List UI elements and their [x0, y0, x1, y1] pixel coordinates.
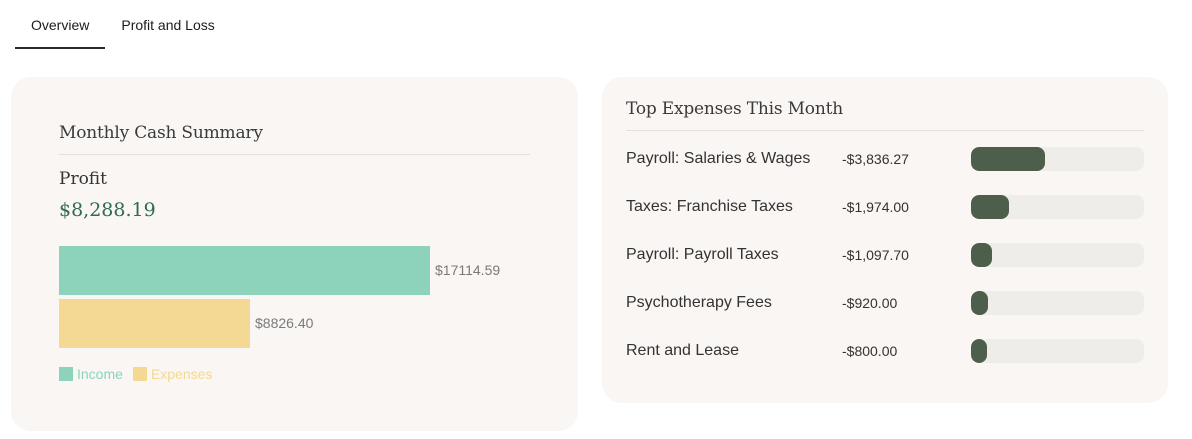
expense-amount: -$800.00 [842, 343, 898, 359]
legend-income: Income [59, 366, 123, 382]
expense-row: Payroll: Payroll Taxes -$1,097.70 [626, 243, 1144, 267]
legend-expenses: Expenses [132, 366, 213, 382]
expense-bar-fill [971, 243, 992, 267]
tab-bar: Overview Profit and Loss [15, 0, 231, 49]
income-bar [59, 246, 430, 295]
expense-bar-track [971, 147, 1144, 171]
expense-row: Taxes: Franchise Taxes -$1,974.00 [626, 195, 1144, 219]
legend-expenses-label: Expenses [150, 366, 213, 382]
expense-bar-track [971, 291, 1144, 315]
expense-name: Payroll: Payroll Taxes [626, 246, 779, 263]
profit-value: $8,288.19 [59, 199, 156, 221]
income-bar-label: $17114.59 [435, 262, 501, 278]
expense-amount: -$920.00 [842, 295, 898, 311]
expense-name: Payroll: Salaries & Wages [626, 150, 811, 167]
expenses-bar [59, 299, 250, 348]
top-expenses-card: Top Expenses This Month Payroll: Salarie… [602, 77, 1168, 403]
expense-bar-fill [971, 291, 988, 315]
expense-bar-track [971, 243, 1144, 267]
expenses-bar-label: $8826.40 [255, 315, 314, 331]
expense-bar-fill [971, 147, 1045, 171]
expense-amount: -$1,974.00 [842, 199, 909, 215]
tab-profit-and-loss[interactable]: Profit and Loss [121, 17, 215, 33]
expense-row: Rent and Lease -$800.00 [626, 339, 1144, 363]
expense-bar-track [971, 195, 1144, 219]
card-title: Top Expenses This Month [626, 99, 843, 119]
expense-bar-track [971, 339, 1144, 363]
expense-row: Payroll: Salaries & Wages -$3,836.27 [626, 147, 1144, 171]
profit-label: Profit [59, 169, 107, 189]
divider [626, 130, 1144, 131]
expenses-swatch [132, 367, 147, 381]
expense-bar-fill [971, 339, 987, 363]
expense-row: Psychotherapy Fees -$920.00 [626, 291, 1144, 315]
tab-overview[interactable]: Overview [15, 0, 106, 49]
expense-name: Taxes: Franchise Taxes [626, 198, 793, 215]
expense-name: Rent and Lease [626, 342, 739, 359]
expense-name: Psychotherapy Fees [626, 294, 772, 311]
legend-income-label: Income [77, 366, 123, 382]
card-title: Monthly Cash Summary [59, 123, 263, 143]
chart-legend: Income Expenses [59, 366, 222, 382]
monthly-cash-summary-card: Monthly Cash Summary Profit $8,288.19 $1… [11, 77, 578, 431]
expense-bar-fill [971, 195, 1009, 219]
expense-amount: -$1,097.70 [842, 247, 909, 263]
divider [59, 154, 530, 155]
expense-amount: -$3,836.27 [842, 151, 909, 167]
income-swatch [59, 367, 73, 381]
